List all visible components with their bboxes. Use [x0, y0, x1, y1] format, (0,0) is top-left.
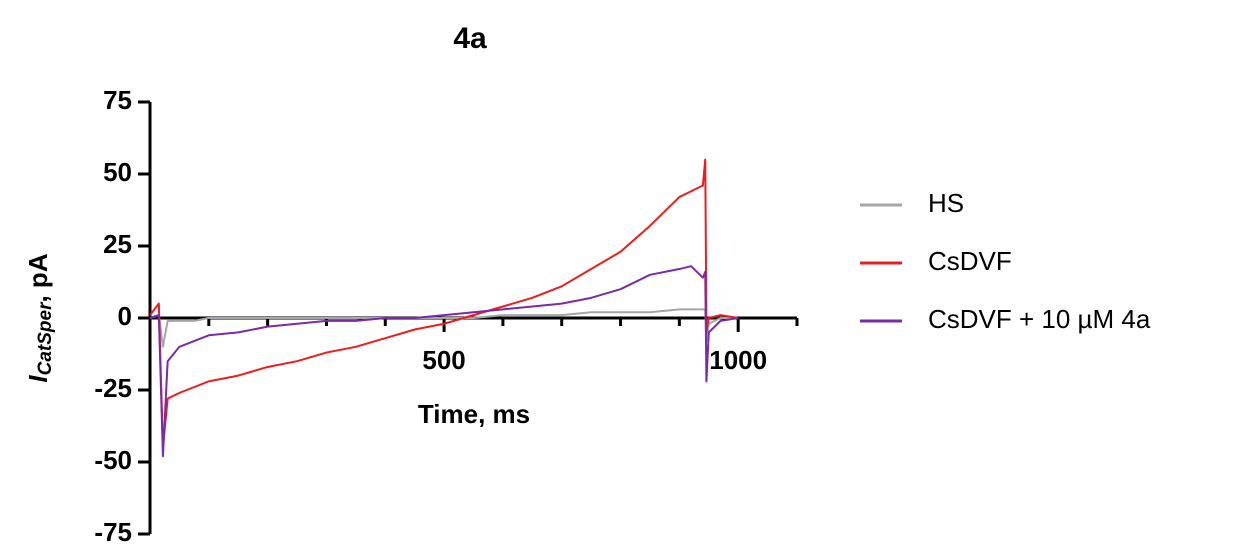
y-tick-label: -75	[94, 517, 132, 547]
y-label-sub: CatSper	[35, 301, 56, 375]
data-line	[149, 265, 739, 458]
x-tick-label: 500	[422, 345, 465, 375]
y-axis-label: ICatSper, pA	[23, 253, 56, 382]
legend-label: CsDVF	[928, 246, 1012, 276]
y-label-main: I	[23, 375, 53, 383]
y-tick-label: 50	[103, 157, 132, 187]
data-line	[149, 308, 739, 348]
y-label-suffix: , pA	[23, 253, 53, 302]
x-axis-label: Time, ms	[418, 399, 530, 429]
legend-label: HS	[928, 188, 964, 218]
y-tick-label: 75	[103, 85, 132, 115]
x-tick-label: 1000	[709, 345, 767, 375]
chart-title: 4a	[453, 22, 487, 55]
data-line	[149, 158, 739, 449]
y-tick-label: -50	[94, 445, 132, 475]
y-tick-label: -25	[94, 373, 132, 403]
y-tick-label: 25	[103, 229, 132, 259]
y-tick-label: 0	[118, 301, 132, 331]
legend-label: CsDVF + 10 µM 4a	[928, 304, 1151, 334]
